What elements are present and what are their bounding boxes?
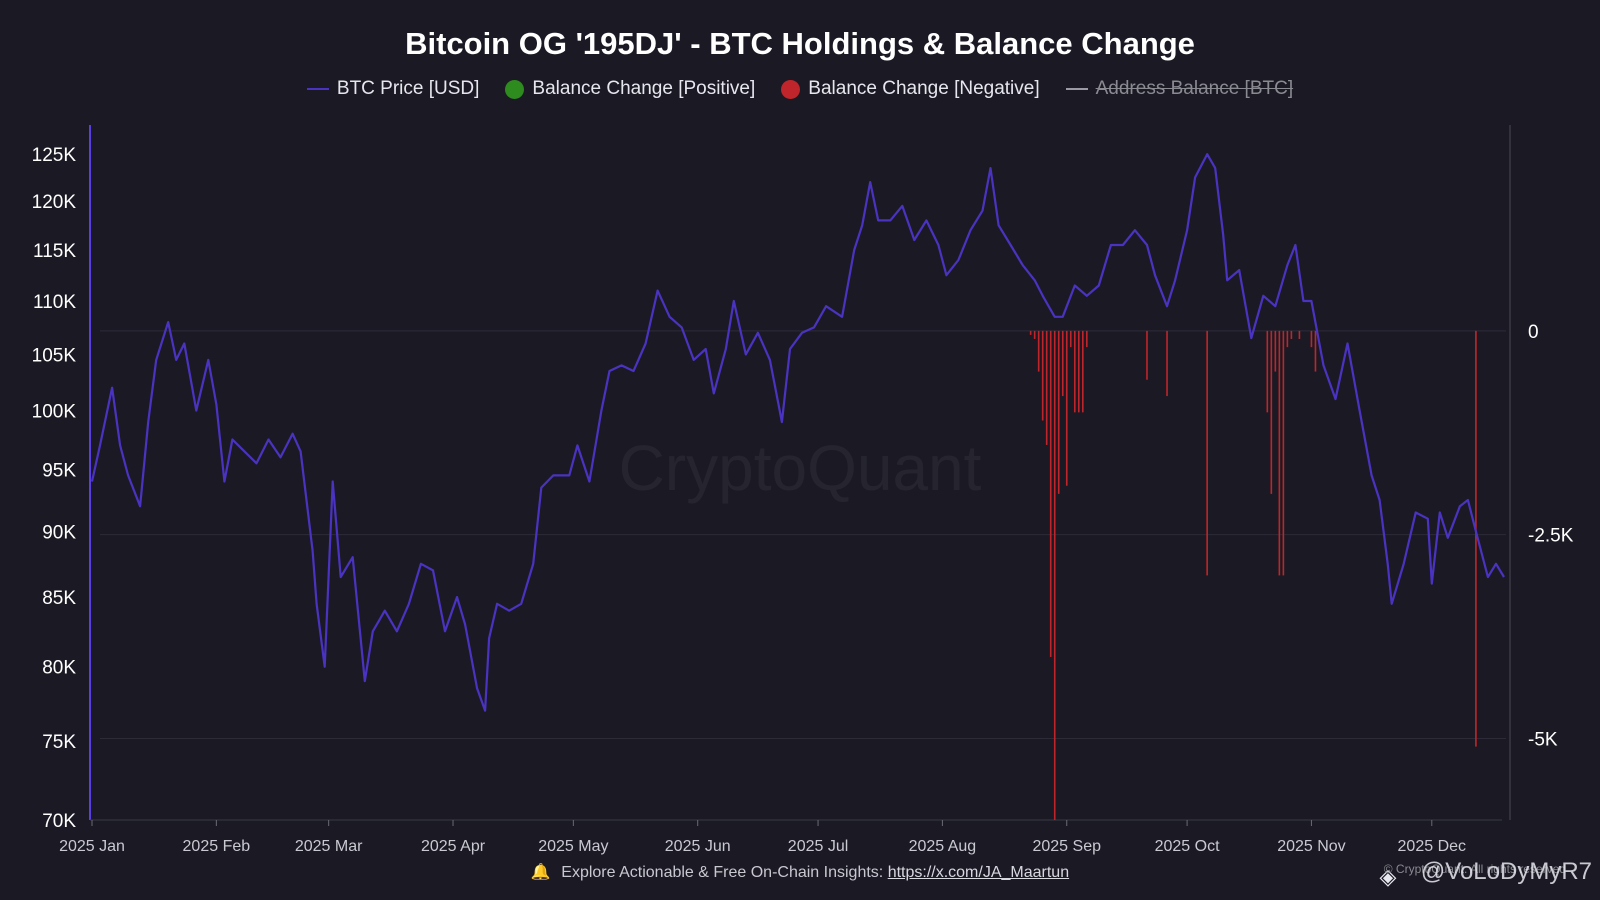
balance-change-negative-bar xyxy=(1065,330,1068,486)
btc-price-line xyxy=(90,153,1505,712)
balance-change-negative-bar xyxy=(1061,330,1064,397)
author-handle: @VoLoDyMyR7 xyxy=(1420,858,1592,885)
x-tick-label: 2025 Jun xyxy=(665,838,731,855)
left-y-tick-label: 105K xyxy=(32,345,77,366)
legend-item-address-balance[interactable]: Address Balance [BTC] xyxy=(1065,78,1294,100)
balance-change-negative-bar xyxy=(1166,330,1168,397)
legend-label: Address Balance [BTC] xyxy=(1095,78,1294,99)
balance-change-negative-bar xyxy=(1146,330,1148,380)
left-y-tick-label: 115K xyxy=(33,241,76,262)
line-swatch-icon xyxy=(1065,88,1088,90)
left-y-tick-label: 125K xyxy=(32,145,77,166)
balance-change-negative-bar xyxy=(1049,330,1052,657)
balance-change-negative-bar xyxy=(1270,330,1273,494)
x-tick-label: 2025 Oct xyxy=(1155,838,1220,855)
legend-item-btc-price[interactable]: BTC Price [USD] xyxy=(306,78,480,100)
balance-change-negative-bar xyxy=(1073,330,1076,413)
x-tick-label: 2025 Nov xyxy=(1277,838,1346,855)
balance-change-negative-bar xyxy=(1475,330,1477,747)
right-y-tick-label: -5K xyxy=(1528,729,1558,750)
balance-change-negative-bar xyxy=(1037,330,1040,372)
balance-change-negative-bar xyxy=(1298,330,1301,339)
balance-change-negative-bar xyxy=(1278,330,1281,576)
legend-label: Balance Change [Positive] xyxy=(532,78,756,99)
legend: BTC Price [USD] Balance Change [Positive… xyxy=(0,78,1600,100)
x-tick-label: 2025 Dec xyxy=(1398,838,1467,855)
footer-text: Explore Actionable & Free On-Chain Insig… xyxy=(561,864,884,881)
x-tick-label: 2025 Jan xyxy=(59,838,125,855)
x-tick-label: 2025 May xyxy=(538,838,608,855)
footer-link[interactable]: https://x.com/JA_Maartun xyxy=(887,864,1070,881)
legend-item-balance-positive[interactable]: Balance Change [Positive] xyxy=(505,78,755,100)
left-y-tick-label: 75K xyxy=(42,732,76,753)
x-tick-label: 2025 Jul xyxy=(788,838,849,855)
balance-change-negative-bar xyxy=(1029,330,1032,335)
copyright-credit: © CryptoQuant. All rights reserved xyxy=(1383,862,1566,876)
watermark-text: CryptoQuant xyxy=(619,432,982,504)
left-y-tick-label: 95K xyxy=(42,460,76,481)
x-tick-label: 2025 Aug xyxy=(909,838,977,855)
x-tick-label: 2025 Feb xyxy=(183,838,251,855)
right-y-tick-label: -2.5K xyxy=(1528,526,1574,547)
balance-change-negative-bar xyxy=(1033,330,1036,339)
legend-label: BTC Price [USD] xyxy=(336,78,480,99)
balance-change-negative-bar xyxy=(1069,330,1072,348)
right-y-tick-label: 0 xyxy=(1528,322,1539,343)
balance-change-negative-bar xyxy=(1286,330,1289,348)
balance-change-negative-bar xyxy=(1314,330,1317,372)
chart-title: Bitcoin OG '195DJ' - BTC Holdings & Bala… xyxy=(405,26,1195,61)
left-y-tick-label: 110K xyxy=(33,292,76,313)
left-y-tick-label: 100K xyxy=(32,401,77,422)
balance-change-negative-bar xyxy=(1057,330,1060,494)
x-tick-label: 2025 Apr xyxy=(421,838,486,855)
left-y-tick-label: 80K xyxy=(42,658,76,679)
left-y-tick-label: 85K xyxy=(42,588,76,609)
left-y-tick-label: 120K xyxy=(32,192,77,213)
bell-icon: 🔔 xyxy=(530,864,551,881)
balance-change-negative-bar xyxy=(1310,330,1313,348)
balance-change-negative-bar xyxy=(1077,330,1080,413)
diamond-logo-icon: ◈ xyxy=(1380,864,1397,889)
balance-change-negative-bar xyxy=(1053,330,1056,820)
balance-change-negative-bar xyxy=(1274,330,1277,372)
balance-change-negative-bar xyxy=(1041,330,1044,421)
balance-change-negative-bar xyxy=(1266,330,1269,413)
balance-change-negative-bar xyxy=(1086,330,1088,348)
footer: 🔔 Explore Actionable & Free On-Chain Ins… xyxy=(0,862,1600,882)
x-tick-label: 2025 Sep xyxy=(1032,838,1101,855)
left-y-tick-label: 70K xyxy=(42,811,76,832)
line-swatch-icon xyxy=(306,88,329,90)
balance-change-negative-bar xyxy=(1206,330,1208,576)
balance-change-negative-bar xyxy=(1045,330,1048,445)
dot-swatch-icon xyxy=(781,79,801,99)
balance-change-negative-bar xyxy=(1290,330,1293,339)
left-y-tick-label: 90K xyxy=(42,522,76,543)
balance-change-negative-bar xyxy=(1081,330,1084,413)
legend-label: Balance Change [Negative] xyxy=(808,78,1040,99)
balance-change-negative-bar xyxy=(1282,330,1285,576)
legend-item-balance-negative[interactable]: Balance Change [Negative] xyxy=(781,78,1040,100)
x-tick-label: 2025 Mar xyxy=(295,838,363,855)
dot-swatch-icon xyxy=(505,79,525,99)
